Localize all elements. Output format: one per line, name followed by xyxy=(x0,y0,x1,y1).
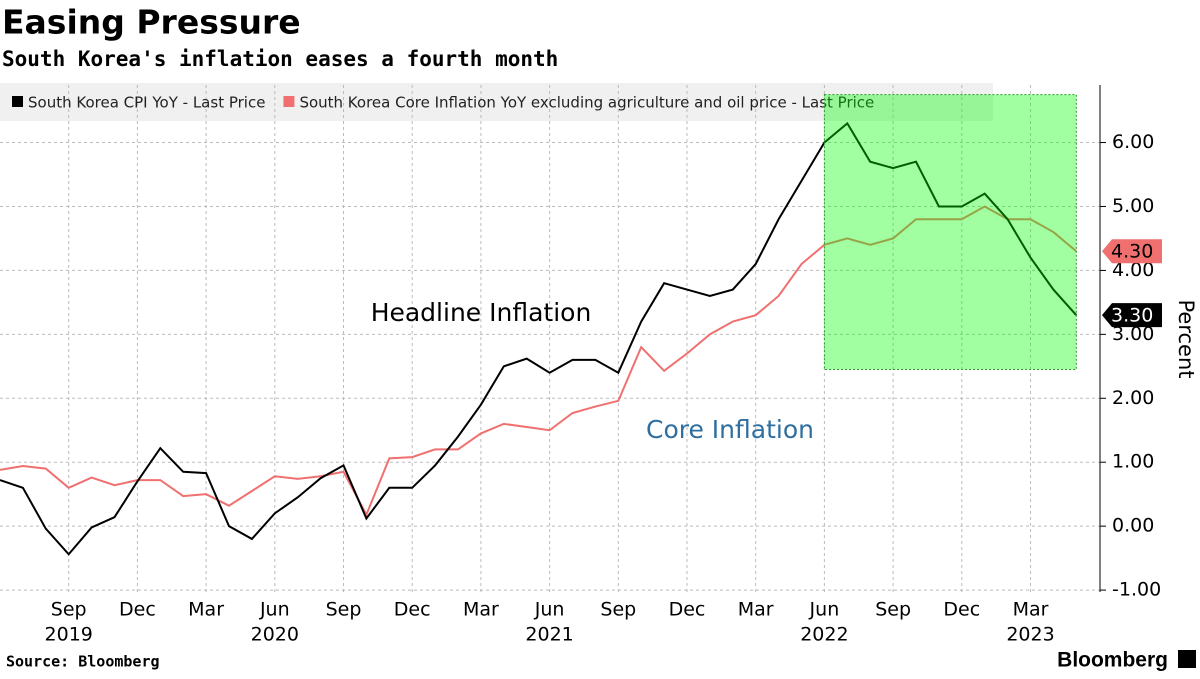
y-tick-label: 5.00 xyxy=(1112,195,1154,217)
legend-label: South Korea Core Inflation YoY excluding… xyxy=(299,94,874,112)
chart-subtitle: South Korea's inflation eases a fourth m… xyxy=(2,47,558,71)
brand-icon xyxy=(1178,650,1196,668)
y-tick-label: 2.00 xyxy=(1112,387,1154,409)
x-year-label: 2021 xyxy=(525,624,573,646)
x-year-label: 2023 xyxy=(1006,624,1054,646)
legend-swatch xyxy=(12,96,23,107)
x-tick-label: Sep xyxy=(51,599,87,621)
x-tick-label: Jun xyxy=(259,599,290,621)
x-tick-label: Dec xyxy=(119,599,156,621)
last-value-tag xyxy=(1102,303,1162,328)
x-tick-label: Mar xyxy=(188,599,224,621)
annotation: Headline Inflation xyxy=(371,298,592,327)
x-tick-label: Jun xyxy=(534,599,565,621)
x-year-label: 2019 xyxy=(45,624,93,646)
x-tick-label: Mar xyxy=(463,599,499,621)
source: Source: Bloomberg xyxy=(6,653,160,671)
y-tick-label: 3.00 xyxy=(1112,323,1154,345)
x-tick-label: Mar xyxy=(738,599,774,621)
x-tick-label: Sep xyxy=(600,599,636,621)
y-tick-label: -1.00 xyxy=(1112,579,1161,601)
x-tick-label: Jun xyxy=(809,599,840,621)
x-tick-label: Dec xyxy=(943,599,980,621)
y-tick-label: 4.00 xyxy=(1112,259,1154,281)
x-year-label: 2020 xyxy=(251,624,299,646)
y-tick-label: 1.00 xyxy=(1112,451,1154,473)
x-tick-label: Dec xyxy=(394,599,431,621)
x-tick-label: Mar xyxy=(1013,599,1049,621)
last-value-label: 4.30 xyxy=(1111,241,1153,263)
y-tick-label: 6.00 xyxy=(1112,131,1154,153)
series-line xyxy=(0,121,1078,556)
last-value-label: 3.30 xyxy=(1111,305,1153,327)
x-tick-label: Sep xyxy=(326,599,362,621)
legend-swatch xyxy=(283,96,295,107)
x-year-label: 2022 xyxy=(800,624,848,646)
legend-label: South Korea CPI YoY - Last Price xyxy=(28,94,265,112)
brand: Bloomberg xyxy=(1057,649,1168,672)
x-tick-label: Dec xyxy=(669,599,706,621)
series-line xyxy=(0,205,1077,517)
y-axis-label: Percent xyxy=(1174,299,1198,378)
annotation: Core Inflation xyxy=(646,415,814,444)
last-value-tag xyxy=(1102,239,1162,264)
chart-title: Easing Pressure xyxy=(2,3,301,42)
y-tick-label: 0.00 xyxy=(1112,515,1154,537)
highlight-region xyxy=(823,94,1077,371)
x-tick-label: Sep xyxy=(875,599,911,621)
legend-box xyxy=(0,83,993,121)
